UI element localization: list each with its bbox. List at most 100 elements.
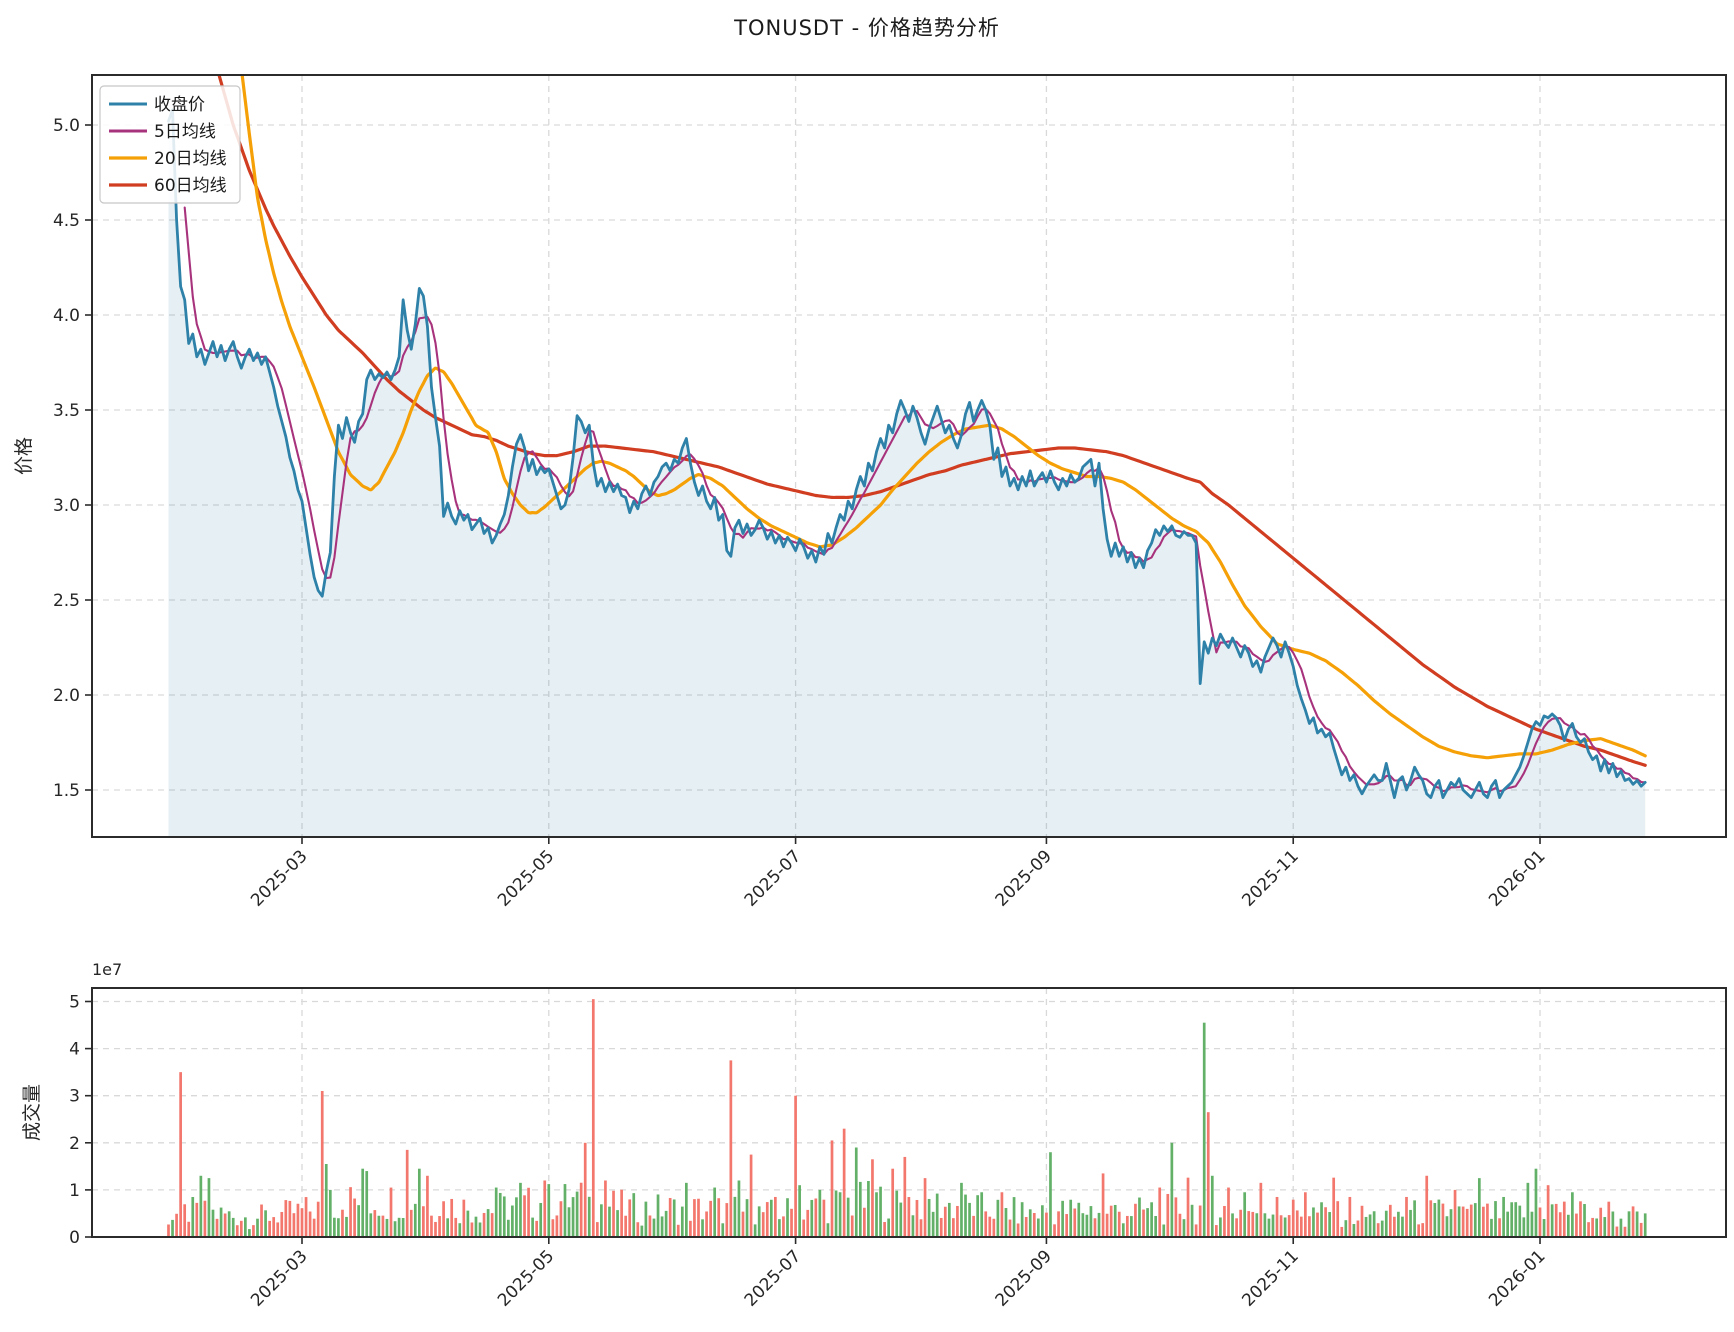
volume-bar [984,1211,988,1237]
volume-bar [1012,1197,1016,1237]
volume-bar [571,1197,575,1237]
volume-bar [1178,1213,1182,1237]
x-tick-label: 2025-09 [992,846,1056,910]
volume-bar [478,1222,482,1237]
volume-bar [1380,1220,1384,1237]
volume-ylabel: 成交量 [21,1084,43,1141]
volume-bar [337,1218,340,1237]
volume-bar [1210,1175,1214,1237]
volume-bar [1546,1185,1550,1237]
volume-bar [1049,1152,1052,1237]
volume-bar [1121,1223,1125,1237]
volume-bar [1498,1218,1501,1237]
volume-bar [1206,1112,1210,1237]
close-price-line [167,108,1647,799]
volume-bar [1016,1223,1020,1237]
volume-bar [1376,1223,1380,1237]
volume-bar [1631,1206,1635,1237]
volume-bar [195,1202,199,1237]
volume-bar [1433,1203,1437,1237]
volume-bar [531,1217,534,1237]
volume-bar [1417,1224,1420,1237]
volume-bar [167,1224,170,1237]
volume-bar [907,1197,911,1237]
volume-bar [887,1218,890,1237]
volume-bar [1243,1192,1247,1237]
volume-bar [535,1220,539,1237]
volume-bar [296,1203,300,1237]
axes-frame [91,74,1727,838]
volume-bar [405,1149,409,1237]
volume-bar [1089,1206,1093,1237]
volume-bar [1643,1213,1647,1237]
volume-bar [1113,1204,1117,1237]
volume-bar [1623,1226,1627,1237]
volume-bar [320,1090,324,1237]
volume-bar [1194,1224,1198,1237]
y-tick-label: 3.5 [53,401,80,421]
volume-bar [1146,1208,1149,1237]
volume-bar [863,1207,866,1237]
volume-bar [515,1197,518,1237]
volume-bar [935,1193,939,1237]
volume-bar [810,1199,814,1237]
y-tick-label: 3 [69,1087,80,1107]
volume-bar [709,1200,712,1237]
volume-bar [563,1184,567,1237]
volume-bar [943,1206,947,1237]
volume-bar [1275,1196,1279,1237]
volume-bar [1328,1212,1331,1237]
volume-bar [579,1182,583,1237]
volume-bar [1514,1202,1518,1237]
volume-bar [1251,1211,1255,1237]
volume-bar [377,1215,381,1237]
volume-bar [790,1208,793,1237]
x-tick-label: 2025-07 [741,1246,805,1310]
volume-bar [506,1219,510,1237]
volume-bar [1041,1205,1044,1237]
chart-title: TONUSDT - 价格趋势分析 [734,16,1000,40]
volume-bar [1065,1214,1069,1237]
volume-bar [1607,1201,1611,1237]
volume-bar [1158,1187,1162,1237]
volume-bar [1587,1222,1590,1237]
volume-bar [757,1206,761,1237]
volume-bar [608,1206,611,1237]
volume-bar [1413,1200,1416,1237]
volume-bar [1554,1203,1558,1237]
x-tick-label: 2026-01 [1485,846,1549,910]
legend-label-1: 5日均线 [154,122,216,142]
volume-bar [458,1223,462,1237]
volume-bar [1109,1205,1113,1237]
volume-bar [689,1220,692,1237]
volume-bar [931,1211,935,1237]
volume-bar [1291,1199,1295,1237]
volume-bar [1348,1196,1352,1237]
volume-bar [620,1189,623,1237]
volume-bar [644,1201,648,1237]
volume-bar [1138,1197,1141,1237]
volume-bar [527,1187,530,1237]
volume-bar [591,999,595,1237]
volume-bar [523,1195,526,1237]
volume-bar [1101,1173,1105,1237]
volume-bar [1494,1201,1497,1237]
volume-bar [450,1198,454,1237]
volume-bar [600,1204,603,1237]
volume-bar [401,1217,405,1237]
volume-bar [1036,1218,1040,1237]
volume-bar [252,1225,255,1237]
volume-bar [1182,1219,1186,1237]
volume-bar [980,1192,984,1237]
volume-bar [223,1213,227,1237]
volume-bar [624,1215,628,1237]
volume-bar [183,1204,187,1237]
volume-bar [826,1223,830,1237]
volume-bar [1020,1202,1024,1237]
y-tick-label: 4.0 [53,306,80,326]
volume-bar [284,1200,288,1237]
volume-bar [575,1191,579,1237]
volume-bar [769,1199,773,1237]
